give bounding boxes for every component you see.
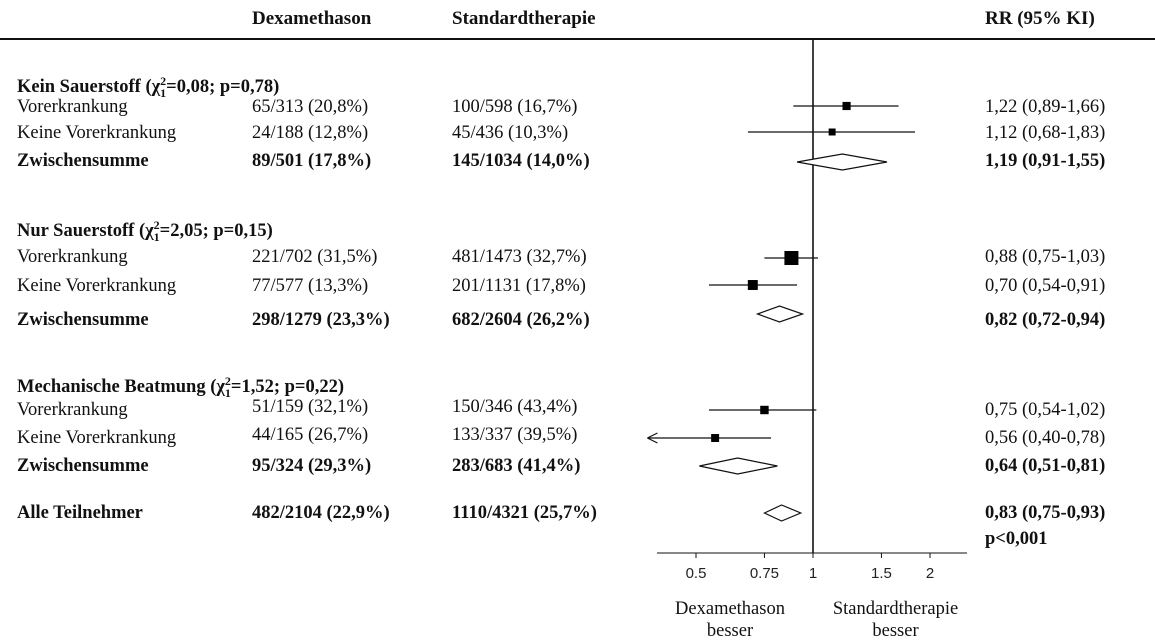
- overall-label: Alle Teilnehmer: [17, 503, 143, 523]
- row-label: Keine Vorerkrankung: [17, 123, 177, 143]
- point-estimate-square: [842, 101, 851, 111]
- overall-p-value: p<0,001: [985, 529, 1048, 549]
- overall-rr: 0,83 (0,75-0,93): [985, 503, 1106, 523]
- row-rr-subtotal: 1,19 (0,91-1,55): [985, 151, 1106, 171]
- point-estimate-square: [828, 128, 836, 136]
- x-tick-label: 2: [926, 565, 934, 582]
- row-dexa: 77/577 (13,3%): [252, 276, 369, 296]
- group-title-kein-sauerstoff: Kein Sauerstoff (χ21=0,08; p=0,78): [17, 74, 280, 100]
- point-estimate-square: [760, 405, 769, 415]
- summary-diamond: [699, 457, 778, 475]
- row-label: Vorerkrankung: [17, 97, 128, 117]
- row-dexa-subtotal: 95/324 (29,3%): [252, 456, 372, 476]
- row-std: 150/346 (43,4%): [452, 397, 578, 417]
- row-label: Vorerkrankung: [17, 400, 128, 420]
- summary-diamond: [755, 305, 805, 323]
- overall-std: 1110/4321 (25,7%): [452, 503, 597, 523]
- overall-dexa: 482/2104 (22,9%): [252, 503, 390, 523]
- summary-diamond: [796, 153, 888, 171]
- row-rr: 1,22 (0,89-1,66): [985, 97, 1106, 117]
- row-std: 133/337 (39,5%): [452, 425, 578, 445]
- row-std: 481/1473 (32,7%): [452, 247, 587, 267]
- point-estimate-square: [711, 434, 720, 442]
- row-dexa-subtotal: 89/501 (17,8%): [252, 151, 372, 171]
- header-rule: [0, 38, 1155, 40]
- row-label-subtotal: Zwischensumme: [17, 456, 149, 476]
- row-rr: 0,56 (0,40-0,78): [985, 428, 1106, 448]
- row-dexa: 221/702 (31,5%): [252, 247, 378, 267]
- row-rr-subtotal: 0,82 (0,72-0,94): [985, 310, 1106, 330]
- column-header-rr: RR (95% KI): [985, 8, 1095, 29]
- row-dexa: 24/188 (12,8%): [252, 123, 369, 143]
- favours-dexamethason-label: Dexamethason besser: [675, 599, 785, 641]
- x-tick-label: 0.75: [750, 565, 779, 582]
- ci-arrow: [647, 432, 658, 444]
- row-rr-subtotal: 0,64 (0,51-0,81): [985, 456, 1106, 476]
- row-dexa: 51/159 (32,1%): [252, 397, 369, 417]
- row-std-subtotal: 145/1034 (14,0%): [452, 151, 590, 171]
- row-std: 100/598 (16,7%): [452, 97, 578, 117]
- x-tick-label: 1: [809, 565, 817, 582]
- group-title-mechanische-beatmung: Mechanische Beatmung (χ21=1,52; p=0,22): [17, 374, 344, 400]
- column-header-standardtherapie: Standardtherapie: [452, 8, 596, 29]
- row-std-subtotal: 283/683 (41,4%): [452, 456, 581, 476]
- row-dexa: 44/165 (26,7%): [252, 425, 369, 445]
- row-dexa-subtotal: 298/1279 (23,3%): [252, 310, 390, 330]
- row-label-subtotal: Zwischensumme: [17, 151, 149, 171]
- group-title-nur-sauerstoff: Nur Sauerstoff (χ21=2,05; p=0,15): [17, 218, 273, 244]
- point-estimate-square: [784, 251, 799, 265]
- x-tick-label: 0.5: [686, 565, 707, 582]
- x-tick-label: 1.5: [871, 565, 892, 582]
- row-label: Keine Vorerkrankung: [17, 276, 177, 296]
- row-rr: 0,70 (0,54-0,91): [985, 276, 1106, 296]
- row-label-subtotal: Zwischensumme: [17, 310, 149, 330]
- favours-standardtherapie-label: Standardtherapie besser: [832, 599, 959, 641]
- row-std-subtotal: 682/2604 (26,2%): [452, 310, 590, 330]
- row-label: Keine Vorerkrankung: [17, 428, 177, 448]
- row-label: Vorerkrankung: [17, 247, 128, 267]
- row-dexa: 65/313 (20,8%): [252, 97, 369, 117]
- row-std: 201/1131 (17,8%): [452, 276, 586, 296]
- row-rr: 1,12 (0,68-1,83): [985, 123, 1106, 143]
- row-std: 45/436 (10,3%): [452, 123, 569, 143]
- row-rr: 0,75 (0,54-1,02): [985, 400, 1106, 420]
- row-rr: 0,88 (0,75-1,03): [985, 247, 1106, 267]
- summary-diamond: [763, 504, 803, 522]
- point-estimate-square: [747, 280, 758, 290]
- column-header-dexamethason: Dexamethason: [252, 8, 372, 29]
